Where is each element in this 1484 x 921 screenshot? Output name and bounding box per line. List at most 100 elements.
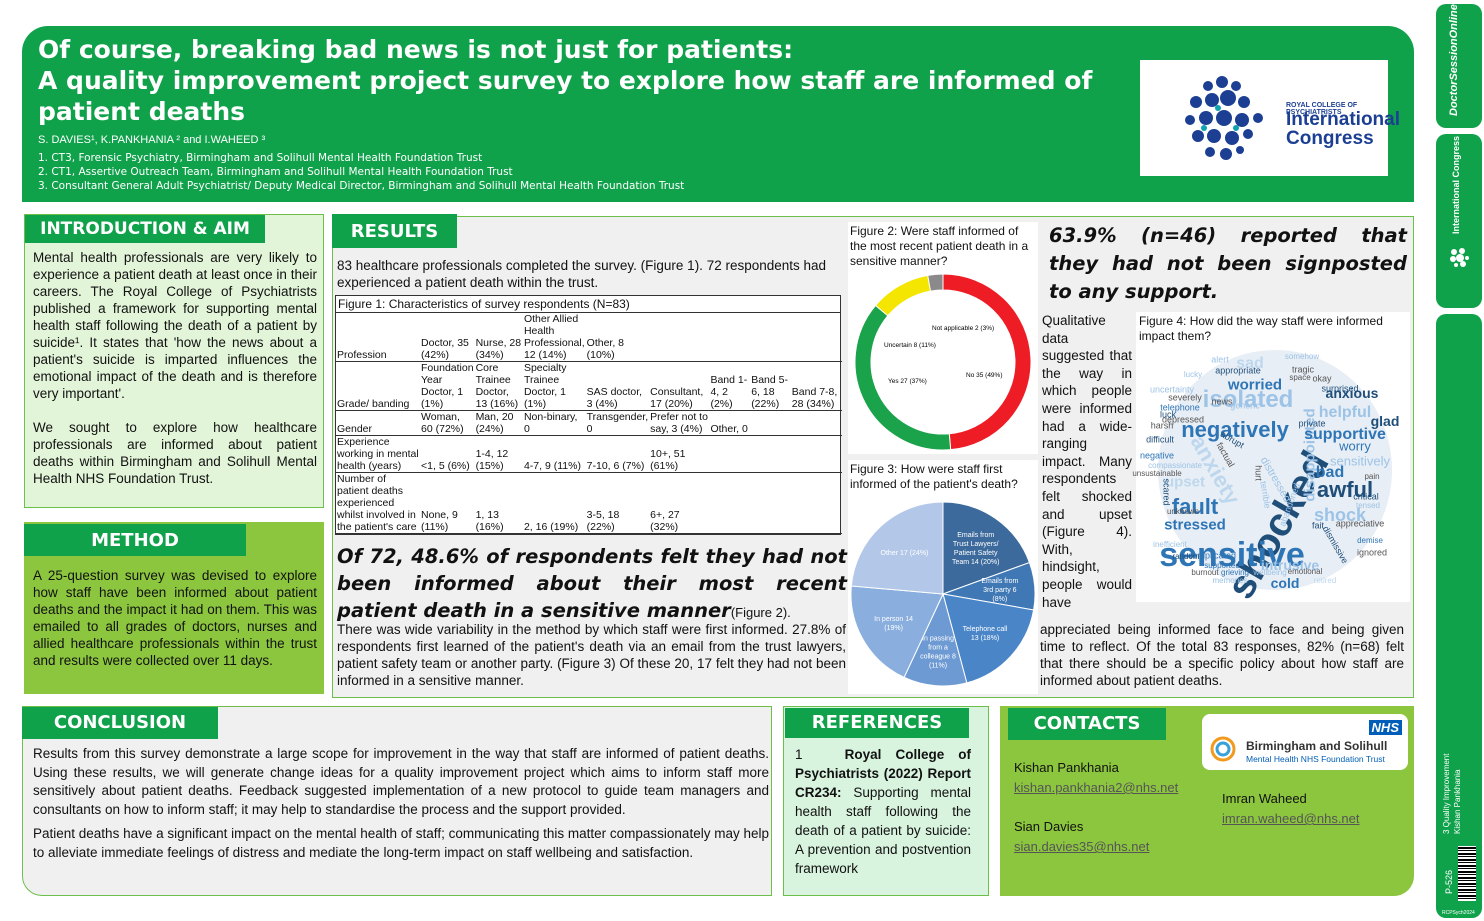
wordcloud-word: negatively: [1181, 417, 1289, 442]
wordcloud-word: intrusive: [1260, 557, 1320, 573]
wordcloud-word: compassionate: [1148, 461, 1202, 470]
wordcloud-word: okay: [1312, 373, 1332, 384]
fig2-slice-uncertain: [874, 274, 932, 317]
wordcloud-word: retired: [1313, 576, 1337, 585]
wordcloud-word: harsh: [1150, 420, 1174, 431]
wordcloud-word: stressed: [1164, 516, 1226, 534]
wordcloud-word: appreciative: [1335, 518, 1385, 529]
table-cell: 1, 13 (16%): [475, 509, 504, 533]
table-cell: Transgender, 0: [586, 411, 649, 435]
table-cell: [709, 473, 750, 534]
wordcloud-word: news: [1211, 396, 1233, 407]
contact-imran: Imran Waheed imran.waheed@nhs.net: [1222, 789, 1360, 829]
intro-heading: INTRODUCTION & AIM: [25, 215, 265, 243]
logo-small-text: ROYAL COLLEGE OF PSYCHIATRISTS: [1286, 102, 1358, 116]
table-cell: Band 7-8, 28 (34%): [791, 386, 838, 410]
table-row: Gender Woman, 60 (72%) Man, 20 (24%) Non-bi…: [336, 411, 842, 436]
fig3-data-label: Emails from 3rd party 6 (8%): [981, 578, 1018, 603]
wordcloud-word: negative: [1139, 450, 1175, 461]
wordcloud-word: wellbeing: [1253, 568, 1287, 577]
wordcloud-word: fault: [1171, 494, 1219, 519]
table-cell: [709, 313, 750, 362]
poster-title: Of course, breaking bad news is not just…: [38, 35, 1093, 126]
wordcloud-word: severely: [1168, 392, 1202, 403]
fig2-data-label: Uncertain 8 (11%): [884, 342, 936, 349]
fig2-title: Figure 2: Were staff informed of the mos…: [850, 224, 1029, 268]
table-cell: Foundation Year Doctor, 1 (1%): [421, 362, 474, 410]
table-cell: Grade/ banding: [337, 398, 410, 410]
wordcloud-word: grieving: [1220, 568, 1250, 577]
table-cell: 3-5, 18 (22%): [586, 509, 620, 533]
wordcloud-word: emotional: [1287, 567, 1323, 576]
highlight-not-sensitive: Of 72, 48.6% of respondents felt they ha…: [337, 545, 847, 622]
table-cell: Number of patient deaths experienced whi…: [337, 473, 417, 533]
logo-dots-icon: [1185, 76, 1263, 160]
wordcloud-bg: [1158, 350, 1392, 590]
fig4-title: Figure 4: How did the way staff were inf…: [1139, 314, 1383, 343]
wordcloud-word: cold: [1270, 575, 1300, 591]
wordcloud-word: telephone: [1160, 402, 1200, 413]
wordcloud-word: tensed: [1355, 501, 1381, 510]
wordcloud-word: depressed: [1161, 414, 1205, 425]
wordcloud-word: scared: [1161, 478, 1172, 506]
table-cell: 2, 16 (19%): [523, 521, 579, 533]
wordcloud-word: space: [1289, 373, 1311, 382]
wordcloud-word: supported: [1204, 561, 1240, 570]
fig3-slice: [942, 501, 1031, 595]
affiliation-3: 3. Consultant General Adult Psychiatrist…: [38, 180, 685, 192]
wordcloud-word: demise: [1357, 536, 1383, 545]
table-cell: Gender: [337, 423, 373, 435]
contact-email-link[interactable]: imran.waheed@nhs.net: [1222, 811, 1360, 826]
table-body: Profession Doctor, 35 (42%) Nurse, 28 (34%…: [336, 313, 842, 534]
contact-sian: Sian Davies sian.davies35@nhs.net: [1014, 817, 1149, 857]
wordcloud-word: appropriate: [1215, 365, 1261, 376]
fig3-slice: [850, 501, 944, 595]
contact-name: Kishan Pankhania: [1014, 760, 1119, 775]
table-cell: Woman, 60 (72%): [421, 411, 464, 435]
table-cell: None, 9 (11%): [421, 509, 458, 533]
table-cell: [709, 436, 750, 473]
intro-text: Mental health professionals are very lik…: [33, 250, 317, 486]
figure-3: Figure 3: How were staff first informed …: [848, 460, 1038, 694]
congress-dots-icon: [1450, 248, 1469, 267]
table-cell: [750, 473, 791, 534]
results-intro: 83 healthcare professionals completed th…: [337, 258, 827, 290]
table-cell: 10+, 51 (61%): [650, 448, 686, 472]
wordcloud-word: upset: [1164, 473, 1206, 491]
intro-section: [24, 214, 324, 508]
wordcloud-word: fait: [1311, 520, 1325, 531]
wordcloud-word: burnout: [1191, 568, 1219, 577]
wordcloud-word: somehow: [1284, 352, 1320, 361]
table-cell: 4-7, 9 (11%): [523, 460, 581, 472]
table-row: Experience working in mental health (yea…: [336, 436, 842, 473]
fig3-slice: [942, 593, 1035, 684]
table-cell: Other, 0: [710, 423, 748, 435]
table-cell: Man, 20 (24%): [475, 411, 514, 435]
table-cell: Nurse, 28 (34%): [475, 337, 522, 361]
references-heading: REFERENCES: [785, 708, 969, 738]
fig2-slice-not-applicable: [927, 273, 944, 292]
table-cell: Specialty Trainee Doctor, 1 (1%): [523, 362, 567, 410]
table-row: Grade/ banding Foundation Year Doctor, 1 …: [336, 362, 842, 411]
wordcloud-word: surprised: [1321, 383, 1359, 394]
contact-email-link[interactable]: kishan.pankhania2@nhs.net: [1014, 780, 1179, 795]
conclusion-heading: CONCLUSION: [22, 707, 218, 739]
contact-email-link[interactable]: sian.davies35@nhs.net: [1014, 839, 1150, 854]
table-cell: [750, 313, 791, 362]
results-heading: RESULTS: [332, 214, 457, 248]
table-cell: [750, 436, 791, 473]
wordcloud-word: supportive: [1304, 426, 1386, 443]
wordcloud-word: unsustainable: [1132, 469, 1182, 478]
fig2-data-label: No 35 (49%): [966, 372, 1003, 379]
wordcloud-word: random: [1172, 552, 1200, 561]
qualitative-text-cont: appreciated being informed face to face …: [1040, 622, 1404, 688]
fig3-data-label: In passing from a colleague 8 (11%): [920, 635, 956, 669]
wordcloud-word: awful: [1316, 477, 1374, 502]
table-cell: Band 1-4, 2 (2%): [710, 374, 748, 410]
wordcloud-word: sad: [1236, 355, 1264, 372]
wordcloud-word: uncertainty: [1149, 384, 1195, 395]
wordcloud-word: bad: [1315, 464, 1345, 481]
wordcloud-word: anxious: [1325, 385, 1379, 401]
table-cell: [791, 473, 842, 534]
congress-logo: ROYAL COLLEGE OF PSYCHIATRISTS Internati…: [1140, 60, 1400, 176]
